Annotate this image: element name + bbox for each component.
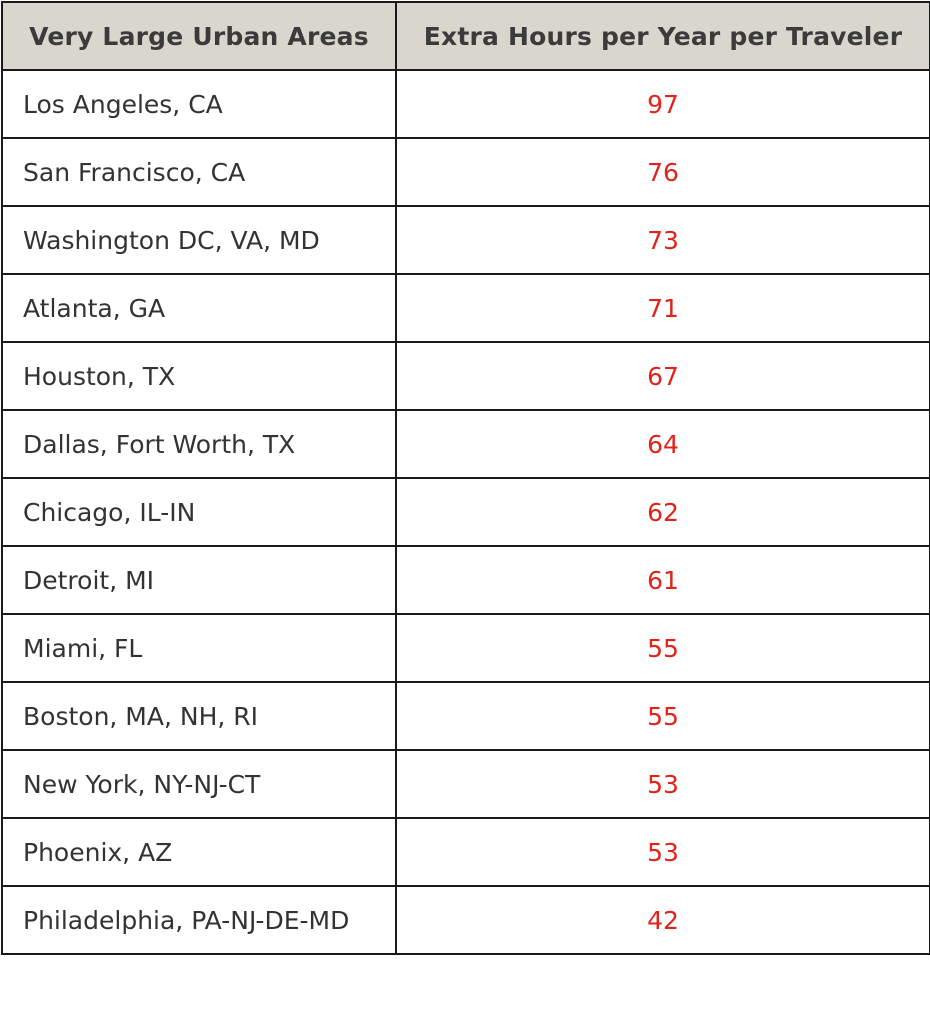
table-row: Los Angeles, CA 97: [1, 69, 930, 139]
urban-area-cell: Boston, MA, NH, RI: [1, 681, 397, 751]
table-row: Dallas, Fort Worth, TX 64: [1, 409, 930, 479]
urban-area-cell: New York, NY-NJ-CT: [1, 749, 397, 819]
table-row: Boston, MA, NH, RI 55: [1, 681, 930, 751]
table-row: San Francisco, CA 76: [1, 137, 930, 207]
urban-area-cell: Detroit, MI: [1, 545, 397, 615]
urban-area-cell: Philadelphia, PA-NJ-DE-MD: [1, 885, 397, 955]
urban-area-cell: Phoenix, AZ: [1, 817, 397, 887]
urban-area-cell: Dallas, Fort Worth, TX: [1, 409, 397, 479]
table-row: Atlanta, GA 71: [1, 273, 930, 343]
table-row: Phoenix, AZ 53: [1, 817, 930, 887]
table-row: Chicago, IL-IN 62: [1, 477, 930, 547]
header-row: Very Large Urban Areas Extra Hours per Y…: [1, 1, 930, 71]
table-row: Philadelphia, PA-NJ-DE-MD 42: [1, 885, 930, 955]
table-row: Detroit, MI 61: [1, 545, 930, 615]
extra-hours-cell: 67: [395, 341, 930, 411]
urban-area-cell: Miami, FL: [1, 613, 397, 683]
header-extra-hours: Extra Hours per Year per Traveler: [395, 1, 930, 71]
table-row: Miami, FL 55: [1, 613, 930, 683]
extra-hours-cell: 55: [395, 681, 930, 751]
extra-hours-cell: 97: [395, 69, 930, 139]
urban-area-cell: San Francisco, CA: [1, 137, 397, 207]
extra-hours-cell: 64: [395, 409, 930, 479]
extra-hours-cell: 62: [395, 477, 930, 547]
congestion-table: Very Large Urban Areas Extra Hours per Y…: [1, 1, 930, 955]
table-row: New York, NY-NJ-CT 53: [1, 749, 930, 819]
header-urban-areas: Very Large Urban Areas: [1, 1, 397, 71]
extra-hours-cell: 76: [395, 137, 930, 207]
table-row: Houston, TX 67: [1, 341, 930, 411]
extra-hours-cell: 53: [395, 817, 930, 887]
urban-area-cell: Chicago, IL-IN: [1, 477, 397, 547]
table-row: Washington DC, VA, MD 73: [1, 205, 930, 275]
urban-area-cell: Houston, TX: [1, 341, 397, 411]
extra-hours-cell: 55: [395, 613, 930, 683]
urban-area-cell: Atlanta, GA: [1, 273, 397, 343]
extra-hours-cell: 73: [395, 205, 930, 275]
urban-area-cell: Los Angeles, CA: [1, 69, 397, 139]
extra-hours-cell: 42: [395, 885, 930, 955]
extra-hours-cell: 71: [395, 273, 930, 343]
extra-hours-cell: 61: [395, 545, 930, 615]
urban-area-cell: Washington DC, VA, MD: [1, 205, 397, 275]
extra-hours-cell: 53: [395, 749, 930, 819]
